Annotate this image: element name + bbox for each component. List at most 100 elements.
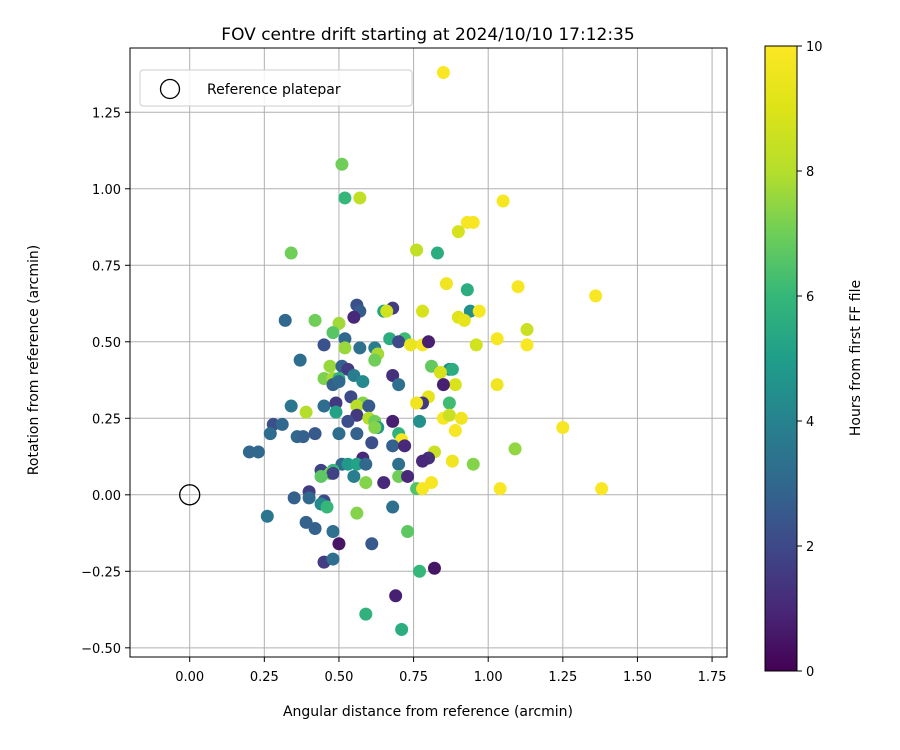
data-point (377, 476, 391, 490)
x-axis-label: Angular distance from reference (arcmin) (283, 704, 573, 720)
data-point (386, 439, 400, 453)
data-point (427, 561, 441, 575)
data-point (589, 289, 603, 303)
data-point (323, 359, 337, 373)
data-point (308, 521, 322, 535)
data-point (287, 491, 301, 505)
x-tick-label: 0.00 (175, 670, 204, 685)
data-point (302, 491, 316, 505)
data-point (293, 353, 307, 367)
data-point (416, 304, 430, 318)
data-point (242, 445, 256, 459)
data-point (493, 482, 507, 496)
data-point (275, 417, 289, 431)
data-point (404, 338, 418, 352)
y-tick-label: 0.75 (92, 259, 121, 274)
x-tick-label: 1.00 (474, 670, 503, 685)
data-point (466, 457, 480, 471)
data-point (436, 378, 450, 392)
data-point (413, 564, 427, 578)
data-point (314, 469, 328, 483)
data-point (520, 323, 534, 337)
data-point (595, 482, 609, 496)
x-axis-ticks: 0.00 0.25 0.50 0.75 1.00 1.25 1.50 1.75 (175, 657, 727, 685)
data-point (359, 607, 373, 621)
data-point (329, 396, 343, 410)
data-point (284, 399, 298, 413)
data-point (350, 457, 364, 471)
data-point (332, 316, 346, 330)
data-point (398, 439, 412, 453)
colorbar-frame (764, 45, 798, 672)
data-point (416, 454, 430, 468)
data-point (386, 368, 400, 382)
data-point (410, 396, 424, 410)
x-tick-label: 0.50 (324, 670, 353, 685)
data-point (320, 500, 334, 514)
data-point (350, 506, 364, 520)
x-tick-label: 1.50 (623, 670, 652, 685)
data-point (466, 215, 480, 229)
data-point (469, 338, 483, 352)
data-point (359, 457, 373, 471)
data-point (350, 399, 364, 413)
data-point (308, 313, 322, 327)
reference-platepar-marker (179, 484, 201, 506)
data-point (338, 332, 352, 346)
legend: Reference platepar (139, 69, 413, 107)
data-point (392, 335, 406, 349)
colorbar-tick-label: 10 (806, 40, 823, 55)
data-point (332, 375, 346, 389)
data-point (401, 525, 415, 539)
data-point (490, 332, 504, 346)
data-point (448, 378, 462, 392)
data-point (341, 457, 355, 471)
x-tick-label: 1.25 (548, 670, 577, 685)
data-point (353, 191, 367, 205)
data-point (332, 427, 346, 441)
data-point (392, 469, 406, 483)
data-point (347, 310, 361, 324)
data-point (520, 338, 534, 352)
x-tick-label: 0.75 (399, 670, 428, 685)
data-point (410, 243, 424, 257)
x-tick-label: 1.75 (698, 670, 727, 685)
data-point (335, 157, 349, 171)
y-tick-label: −0.25 (81, 565, 121, 580)
y-tick-label: 0.25 (92, 412, 121, 427)
y-tick-label: 0.50 (92, 336, 121, 351)
data-point (454, 411, 468, 425)
data-point (430, 246, 444, 260)
data-point (251, 445, 265, 459)
data-point (260, 509, 274, 523)
data-point (317, 399, 331, 413)
data-point (442, 396, 456, 410)
y-axis-label: Rotation from reference (arcmin) (26, 245, 42, 475)
data-point (386, 500, 400, 514)
data-point (448, 424, 462, 438)
data-point (326, 525, 340, 539)
data-point (556, 420, 570, 434)
x-tick-label: 0.25 (250, 670, 279, 685)
data-point (368, 353, 382, 367)
data-point (263, 427, 277, 441)
colorbar-tick-label: 2 (806, 540, 814, 555)
data-point (445, 454, 459, 468)
data-point (284, 246, 298, 260)
data-point (278, 313, 292, 327)
data-point (451, 225, 465, 239)
data-point (439, 277, 453, 291)
data-point (353, 341, 367, 355)
data-point (359, 476, 373, 490)
data-point (386, 414, 400, 428)
data-point (326, 552, 340, 566)
y-tick-label: 0.00 (92, 489, 121, 504)
data-point (392, 378, 406, 392)
data-point (433, 365, 447, 379)
colorbar-ticks: 0 2 4 6 8 10 (797, 40, 823, 680)
data-point (401, 469, 415, 483)
data-point (326, 466, 340, 480)
data-point (392, 457, 406, 471)
data-points (242, 65, 609, 636)
